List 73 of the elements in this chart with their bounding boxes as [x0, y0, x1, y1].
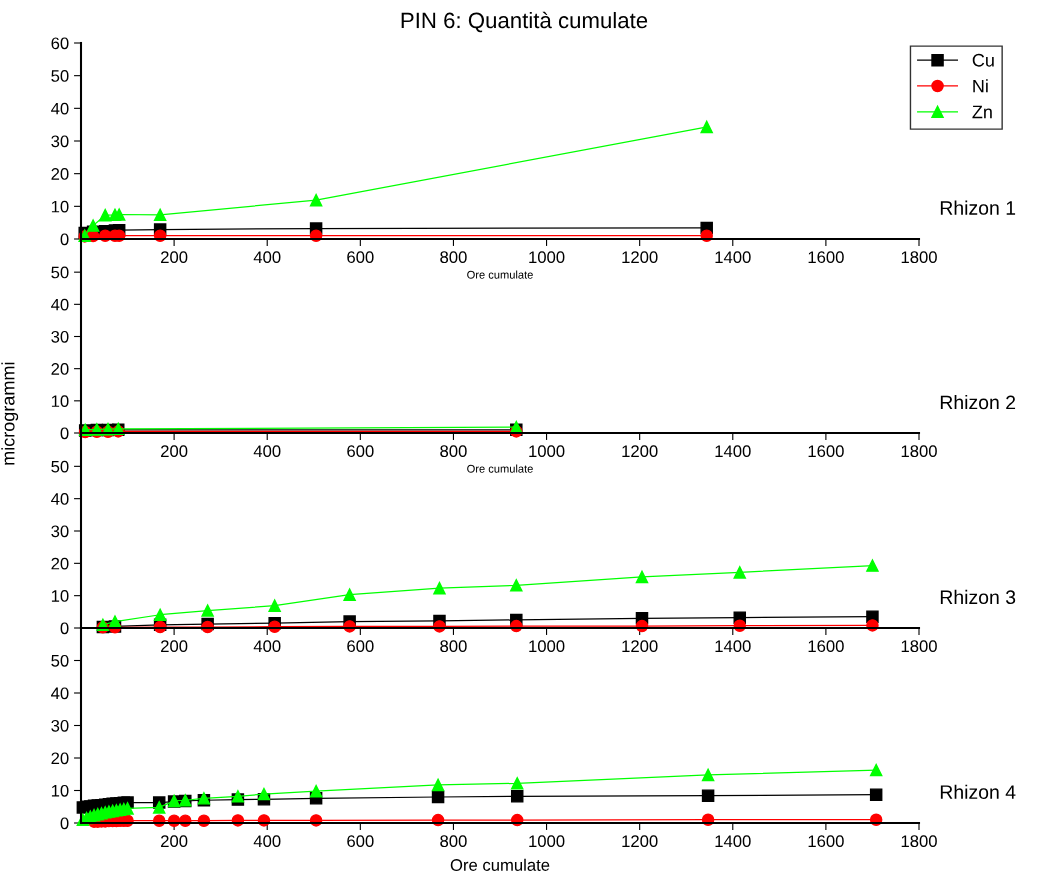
y-tick-label: 30 — [51, 330, 69, 343]
y-tick-label: 10 — [51, 395, 69, 408]
x-tick-label: 200 — [161, 640, 188, 653]
legend-label: Cu — [972, 53, 994, 67]
chart-title: PIN 6: Quantità cumulate — [401, 11, 648, 33]
y-tick-label: 40 — [51, 102, 69, 115]
y-tick-label: 0 — [60, 622, 69, 635]
x-tick-label: 1800 — [901, 445, 937, 458]
x-tick-label: 1400 — [715, 251, 751, 264]
y-tick-label: 0 — [60, 817, 69, 830]
x-tick-label: 800 — [440, 251, 467, 264]
y-tick-label: 40 — [51, 298, 69, 311]
y-tick-label: 30 — [51, 719, 69, 732]
x-tick-label: 1600 — [808, 835, 844, 848]
x-tick-label: 800 — [440, 835, 467, 848]
legend-label: Zn — [972, 105, 992, 119]
x-tick-label: 1000 — [529, 640, 565, 653]
x-tick-label: 1600 — [808, 251, 844, 264]
y-tick-label: 30 — [51, 135, 69, 148]
x-tick-label: 1400 — [715, 445, 751, 458]
y-tick-label: 20 — [51, 557, 69, 570]
x-tick-label: 1600 — [808, 445, 844, 458]
y-tick-label: 50 — [51, 266, 69, 279]
x-tick-label: 1600 — [808, 640, 844, 653]
x-axis-title: Ore cumulate — [467, 464, 533, 473]
y-tick-label: 10 — [51, 590, 69, 602]
x-tick-label: 1800 — [901, 835, 937, 848]
x-tick-label: 200 — [161, 445, 188, 458]
y-tick-label: 40 — [51, 687, 69, 700]
x-axis-title: Ore cumulate — [467, 270, 533, 279]
y-tick-label: 0 — [60, 233, 69, 246]
x-tick-label: 1400 — [715, 640, 751, 653]
x-tick-label: 1200 — [622, 640, 658, 653]
x-tick-label: 1000 — [529, 835, 565, 848]
y-axis-title: microgrammi — [1, 362, 19, 465]
y-tick-label: 20 — [51, 752, 69, 765]
x-tick-label: 200 — [161, 251, 188, 264]
x-tick-label: 800 — [440, 445, 467, 458]
x-tick-label: 600 — [347, 251, 374, 264]
x-tick-label: 400 — [253, 640, 281, 653]
x-axis-title: Ore cumulate — [450, 858, 550, 871]
y-tick-label: 50 — [51, 70, 69, 82]
x-tick-label: 600 — [347, 640, 374, 653]
x-tick-label: 1200 — [622, 835, 658, 848]
x-tick-label: 600 — [347, 835, 374, 848]
x-tick-label: 800 — [440, 640, 467, 653]
text: Rhizon 3 — [940, 589, 1016, 605]
x-tick-label: 1400 — [715, 835, 751, 848]
x-tick-label: 1200 — [622, 251, 658, 264]
x-tick-label: 400 — [253, 835, 281, 848]
text: Rhizon 2 — [940, 394, 1016, 410]
x-tick-label: 400 — [253, 251, 281, 264]
x-tick-label: 400 — [253, 445, 281, 458]
x-tick-label: 1000 — [529, 251, 565, 264]
x-tick-label: 600 — [347, 445, 374, 458]
y-tick-label: 10 — [51, 784, 69, 797]
y-tick-label: 0 — [60, 427, 69, 440]
x-tick-label: 1800 — [901, 251, 937, 264]
text: Rhizon 1 — [940, 200, 1016, 215]
x-tick-label: 1800 — [901, 640, 937, 653]
y-tick-label: 50 — [51, 654, 69, 667]
y-tick-label: 60 — [51, 37, 69, 50]
y-tick-label: 30 — [51, 525, 69, 538]
y-tick-label: 20 — [51, 363, 69, 375]
y-tick-label: 50 — [51, 460, 69, 473]
y-tick-label: 20 — [51, 168, 69, 180]
x-tick-label: 1000 — [529, 445, 565, 458]
x-tick-label: 1200 — [622, 445, 658, 458]
y-tick-label: 40 — [51, 493, 69, 505]
legend-label: Ni — [973, 79, 988, 93]
x-tick-label: 200 — [161, 835, 188, 848]
text: Rhizon 4 — [940, 784, 1016, 799]
y-tick-label: 10 — [51, 200, 69, 213]
